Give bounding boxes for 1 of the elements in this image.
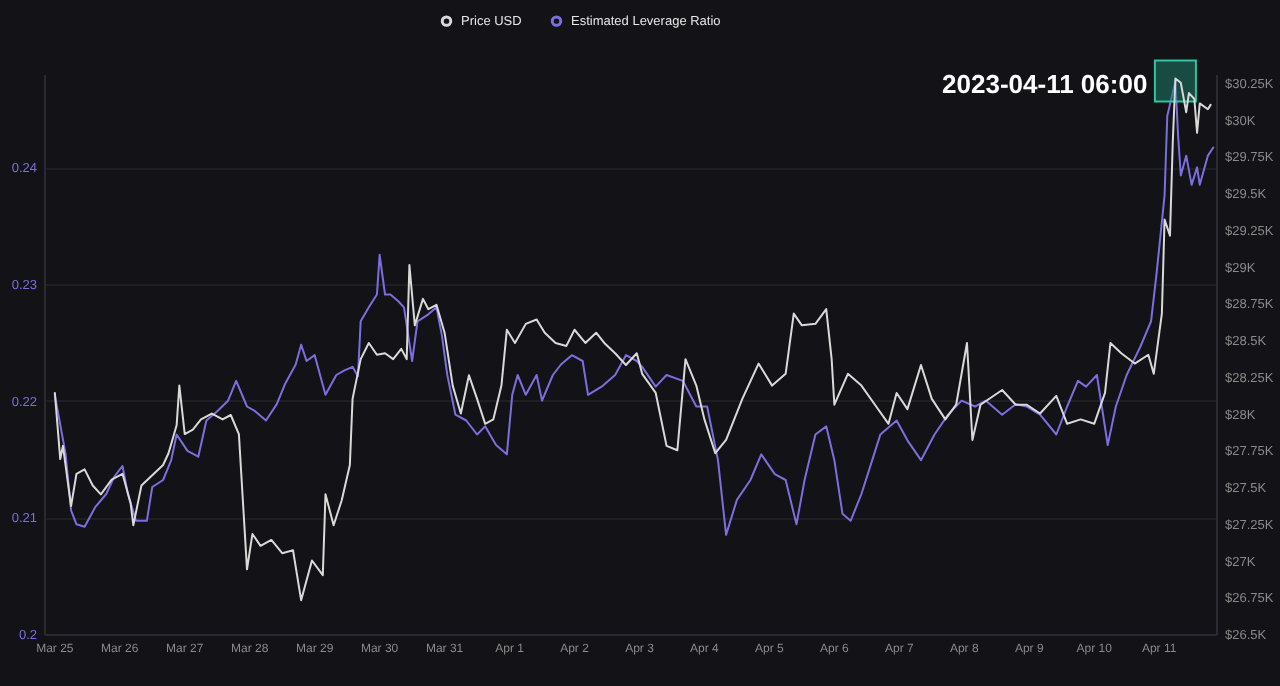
annotation: 2023-04-11 06:00 <box>942 69 1148 99</box>
